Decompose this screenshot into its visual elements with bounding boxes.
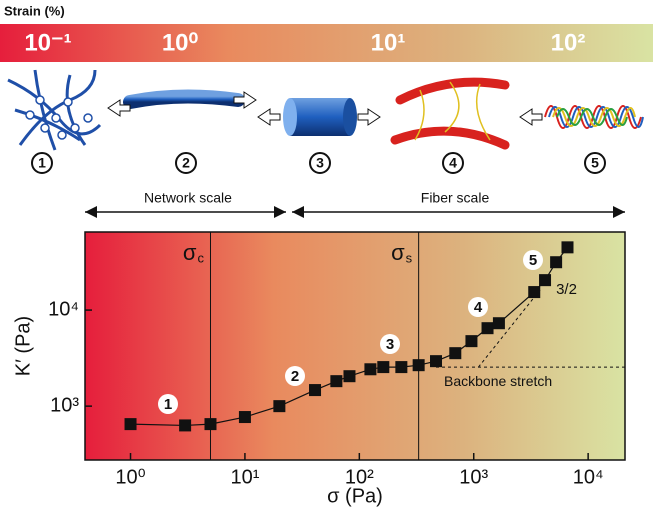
data-point bbox=[330, 375, 343, 388]
x-tick-label: 10³ bbox=[459, 466, 488, 488]
stage-marker-label: 4 bbox=[474, 299, 483, 316]
data-point bbox=[124, 418, 137, 431]
data-point bbox=[204, 418, 217, 431]
stage-marker bbox=[380, 334, 400, 354]
y-tick-label: 10⁴ bbox=[48, 298, 79, 320]
stage-marker-label: 2 bbox=[291, 368, 299, 385]
slope-line bbox=[478, 289, 541, 368]
data-point bbox=[377, 361, 390, 374]
backbone-label: Backbone stretch bbox=[444, 373, 552, 389]
threshold-symbol: σ bbox=[183, 240, 197, 265]
data-point bbox=[412, 359, 425, 372]
stage-marker bbox=[158, 394, 178, 414]
strain-label: 10⁻¹ bbox=[24, 29, 71, 56]
data-point bbox=[309, 384, 322, 397]
x-tick-label: 10¹ bbox=[230, 466, 259, 488]
data-point bbox=[528, 286, 541, 299]
fibers-illustration bbox=[390, 77, 543, 150]
stage-circle bbox=[584, 152, 606, 174]
fiber-illustration bbox=[107, 89, 257, 117]
plot-frame bbox=[84, 231, 626, 461]
stage-number: 2 bbox=[182, 155, 190, 171]
data-point bbox=[364, 363, 377, 376]
data-point bbox=[492, 317, 505, 330]
strain-title: Strain (%) bbox=[4, 3, 65, 18]
stage-marker-label: 1 bbox=[164, 396, 172, 413]
stage-number: 1 bbox=[38, 155, 46, 171]
data-point bbox=[430, 355, 443, 368]
strain-label: 10² bbox=[551, 29, 586, 56]
strain-label: 10⁰ bbox=[162, 29, 199, 56]
stage-marker bbox=[523, 250, 543, 270]
stage-circle bbox=[442, 152, 464, 174]
stage-marker bbox=[285, 366, 305, 386]
strain-label: 10¹ bbox=[371, 29, 406, 56]
data-point bbox=[238, 411, 251, 424]
data-point bbox=[550, 256, 563, 269]
threshold-subscript: c bbox=[197, 250, 204, 265]
plot-background bbox=[85, 232, 625, 460]
x-tick-label: 10² bbox=[345, 466, 374, 488]
x-axis-label: σ (Pa) bbox=[327, 485, 383, 507]
data-point bbox=[395, 361, 408, 374]
scale-label: Network scale bbox=[144, 190, 232, 206]
data-point bbox=[179, 419, 192, 432]
y-tick-label: 10³ bbox=[50, 394, 79, 416]
stage-number: 3 bbox=[316, 155, 324, 171]
stage-circle bbox=[309, 152, 331, 174]
network-illustration bbox=[7, 69, 102, 151]
threshold-subscript: s bbox=[406, 250, 413, 265]
data-point bbox=[561, 241, 574, 254]
x-tick-label: 10⁴ bbox=[573, 466, 604, 488]
cylinder-illustration bbox=[257, 98, 381, 136]
x-tick-label: 10⁰ bbox=[115, 466, 145, 488]
data-point bbox=[449, 347, 462, 360]
stage-circle bbox=[31, 152, 53, 174]
stage-circle bbox=[175, 152, 197, 174]
data-point bbox=[273, 400, 286, 413]
slope-label: 3/2 bbox=[556, 281, 577, 298]
stage-marker-label: 3 bbox=[386, 336, 394, 353]
data-point bbox=[539, 274, 552, 287]
data-point bbox=[343, 370, 356, 383]
stage-number: 5 bbox=[591, 155, 599, 171]
stage-number: 4 bbox=[449, 155, 457, 171]
stage-marker-label: 5 bbox=[529, 252, 537, 269]
data-point bbox=[465, 335, 478, 348]
helix-illustration bbox=[544, 105, 644, 129]
strain-bar bbox=[0, 24, 653, 62]
scale-label: Fiber scale bbox=[421, 190, 490, 206]
data-point bbox=[481, 322, 494, 335]
stage-marker bbox=[468, 297, 488, 317]
threshold-symbol: σ bbox=[391, 240, 405, 265]
y-axis-label: K′ (Pa) bbox=[12, 316, 34, 376]
